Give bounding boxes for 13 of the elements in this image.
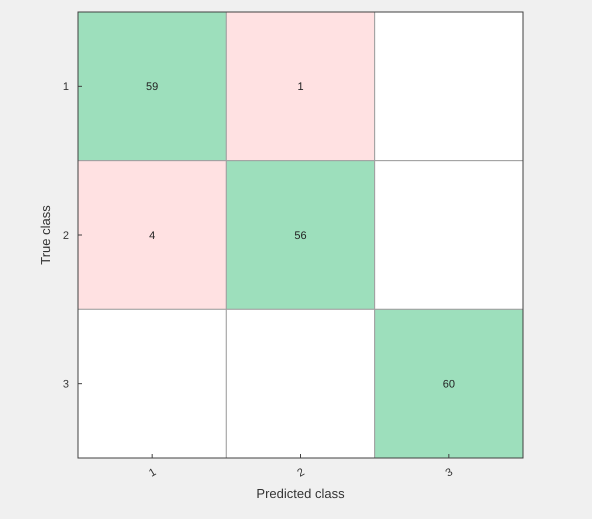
data-label: 4 xyxy=(149,230,156,242)
x-tick-label: 3 xyxy=(444,466,455,480)
data-label: 60 xyxy=(442,378,455,391)
x-axis-title: Predicted class xyxy=(256,486,346,501)
x-tick-label: 2 xyxy=(295,466,307,480)
y-tick-label: 2 xyxy=(62,230,69,242)
x-tick-label: 1 xyxy=(147,466,158,480)
y-tick-label: 3 xyxy=(62,378,69,391)
data-label: 56 xyxy=(294,230,307,242)
y-tick-label: 1 xyxy=(62,81,69,94)
y-axis-title: True class xyxy=(38,204,53,265)
data-label: 59 xyxy=(146,81,158,94)
data-label: 1 xyxy=(297,81,304,94)
